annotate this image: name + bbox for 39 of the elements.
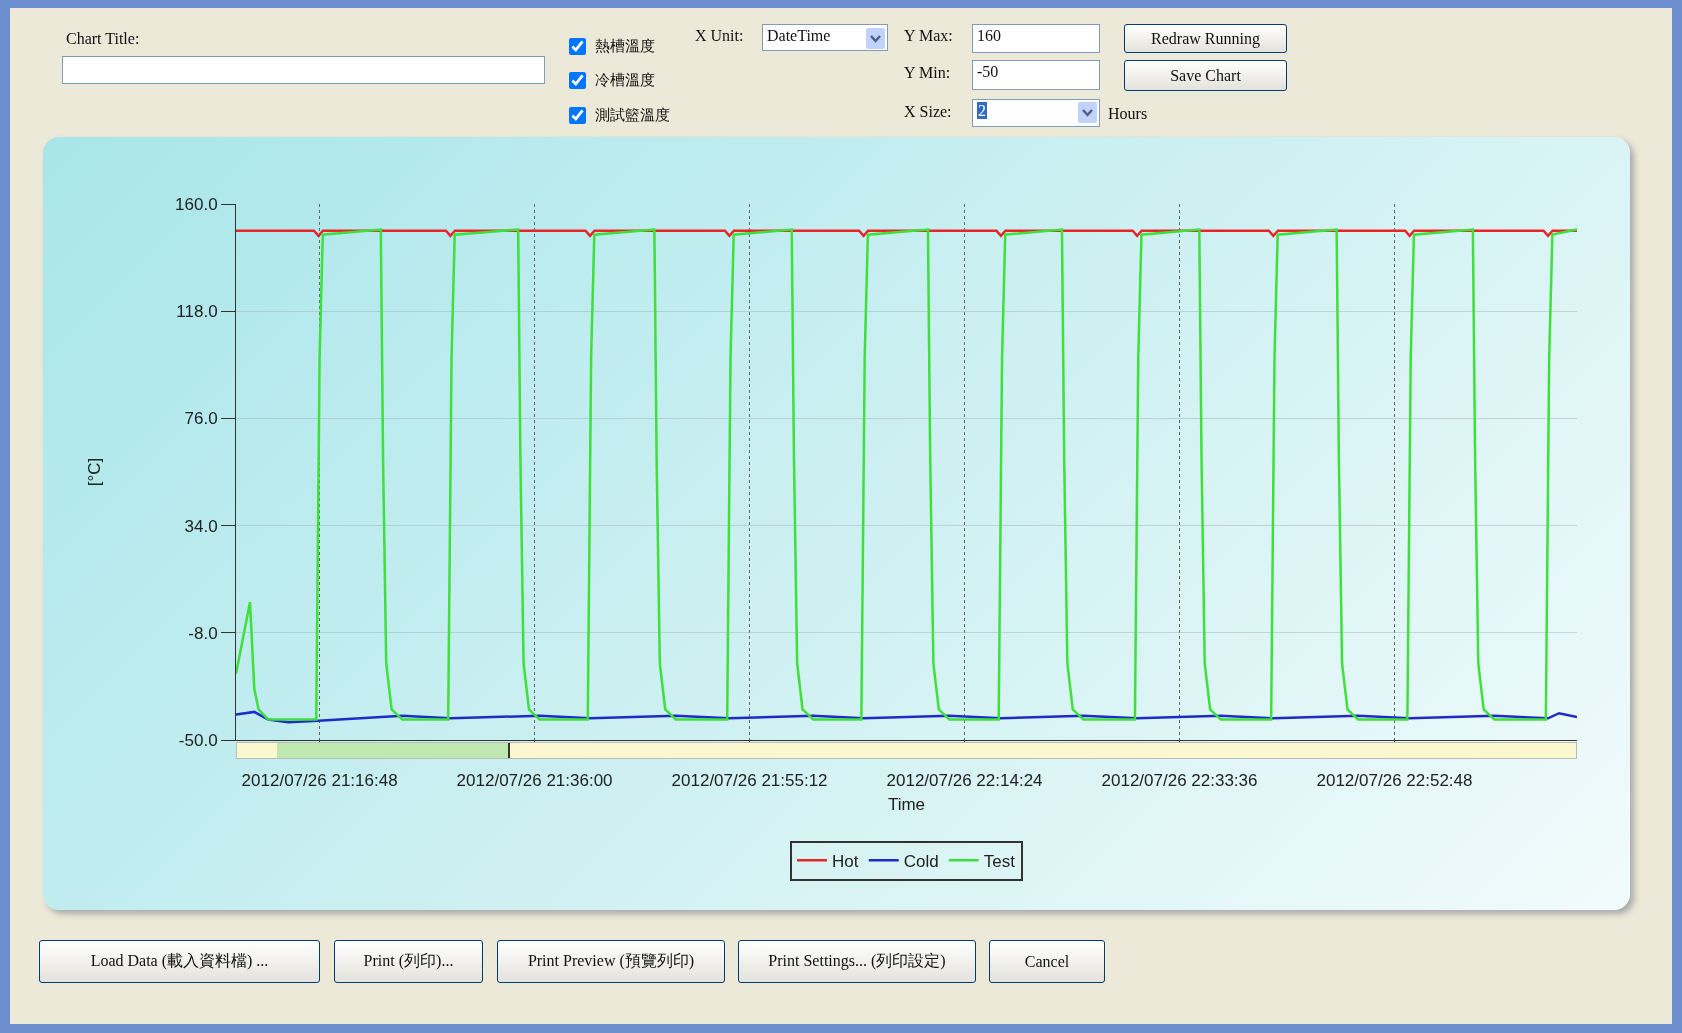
text: Y Min: xyxy=(904,64,951,82)
text: Chart Title: xyxy=(66,30,140,48)
text: 冷槽溫度 xyxy=(595,71,655,90)
line-series xyxy=(236,228,1577,721)
y-tick-label: -8.0 xyxy=(188,623,218,643)
x-tick-label: 2012/07/26 21:55:12 xyxy=(671,771,828,791)
x-tick-label: 2012/07/26 22:52:48 xyxy=(1316,771,1473,791)
y-tick-label: -50.0 xyxy=(178,730,218,750)
line-series xyxy=(236,710,1577,724)
text: Cancel xyxy=(989,940,1105,983)
text: X Size: xyxy=(904,103,952,121)
y-tick-label: 34.0 xyxy=(184,516,218,536)
y-tick-label: 160.0 xyxy=(175,194,218,214)
text: 160 xyxy=(972,24,1100,53)
text: -50 xyxy=(972,60,1100,90)
y-axis-title: [°C] xyxy=(84,457,104,487)
text: 熱槽溫度 xyxy=(595,37,655,56)
x-tick-label: 2012/07/26 21:36:00 xyxy=(456,771,613,791)
y-tick-label: 76.0 xyxy=(184,409,218,429)
text: Hours xyxy=(1108,105,1148,123)
text: DateTime xyxy=(762,24,888,51)
legend-label: Hot xyxy=(832,851,859,871)
text: Save Chart xyxy=(1124,60,1287,91)
text: Y Max: xyxy=(904,27,953,45)
x-tick-label: 2012/07/26 22:33:36 xyxy=(1101,771,1258,791)
x-tick-label: 2012/07/26 21:16:48 xyxy=(241,771,398,791)
text: Load Data (載入資料檔) ... xyxy=(39,940,320,983)
text: 測試籃溫度 xyxy=(595,106,670,125)
x-axis-title: Time xyxy=(887,794,926,814)
text: Redraw Running xyxy=(1124,24,1287,53)
x-tick-label: 2012/07/26 22:14:24 xyxy=(886,771,1043,791)
text: Print Preview (預覽列印) xyxy=(497,940,725,983)
text: Print (列印)... xyxy=(334,940,483,983)
text: X Unit: xyxy=(695,27,744,45)
legend-label: Test xyxy=(983,851,1016,871)
text: Print Settings... (列印設定) xyxy=(738,940,976,983)
legend-label: Cold xyxy=(903,851,939,871)
text: 2 xyxy=(977,102,987,119)
y-tick-label: 118.0 xyxy=(176,302,218,322)
